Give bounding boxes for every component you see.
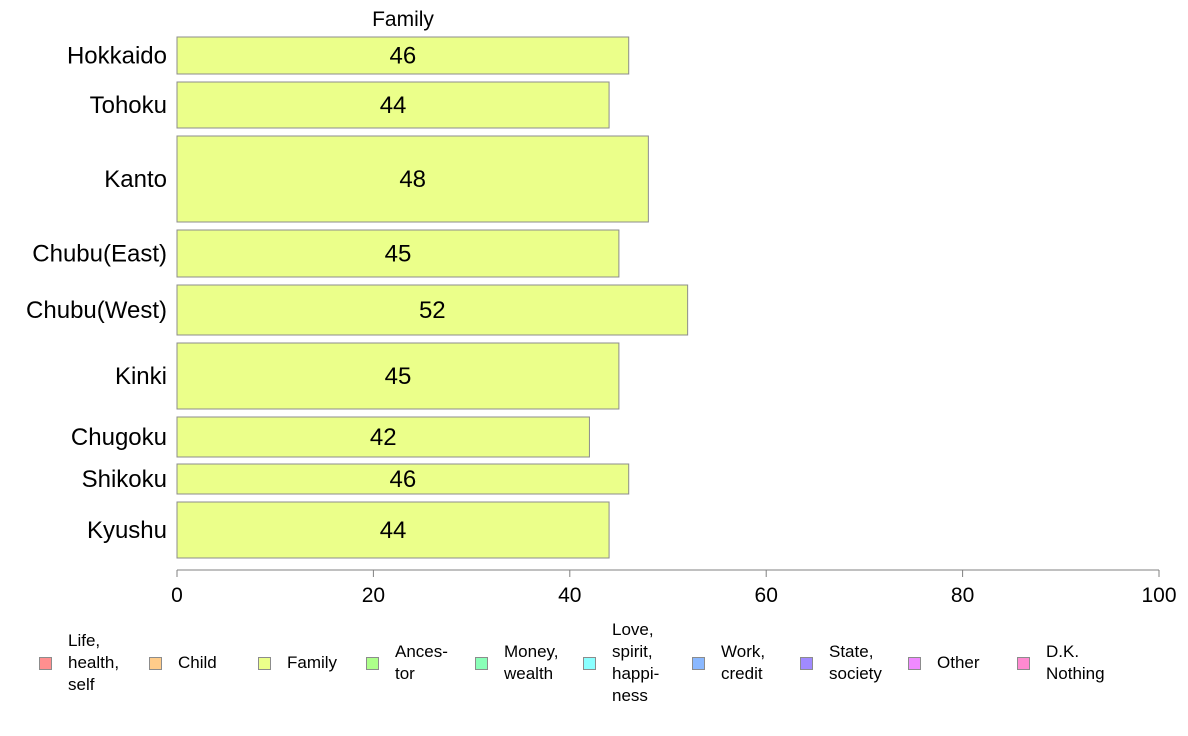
legend-item: Family [258, 618, 337, 708]
bar [176, 229, 620, 278]
bar [176, 342, 620, 410]
legend-label: Life, health, self [68, 631, 120, 694]
bar [176, 463, 630, 495]
category-label: Kinki [115, 363, 167, 390]
x-tick-label: 80 [951, 584, 974, 607]
data-label: 45 [385, 363, 412, 390]
x-tick-label: 100 [1141, 584, 1176, 607]
legend-swatch [149, 656, 162, 670]
legend-item: State, society [800, 618, 882, 708]
legend-swatch [583, 656, 596, 670]
x-tick-label: 0 [171, 584, 183, 607]
data-label: 44 [380, 517, 407, 544]
legend-label: Other [937, 653, 980, 672]
data-label: 44 [380, 92, 407, 119]
bar [176, 135, 649, 223]
data-label: 52 [419, 297, 446, 324]
data-label: 46 [390, 466, 417, 493]
category-label: Chubu(East) [32, 241, 167, 268]
legend-label: Love, spirit, happi- ness [612, 620, 660, 705]
category-label: Chugoku [71, 424, 167, 451]
legend-item: Child [149, 618, 217, 708]
bar-chart: Family Hokkaido 46 Tohoku 44 Kanto 48 Chubu(Ea… [26, 8, 1177, 607]
legend-label: State, society [829, 642, 882, 683]
legend-swatch [258, 656, 271, 670]
legend-label: Family [287, 653, 338, 672]
bar [176, 501, 610, 559]
x-tick-label: 20 [362, 584, 385, 607]
legend-swatch [475, 656, 488, 670]
category-label: Shikoku [82, 466, 167, 493]
legend-swatch [800, 656, 813, 670]
legend-swatch [366, 656, 379, 670]
legend-label: Work, credit [721, 642, 766, 683]
bars-group: Hokkaido 46 Tohoku 44 Kanto 48 Chubu(East) 45 Ch… [26, 36, 689, 559]
category-label: Chubu(West) [26, 297, 167, 324]
category-label: Kanto [104, 166, 167, 193]
x-tick-label: 40 [558, 584, 581, 607]
legend: Life, health, self Child Family Ances- tor M… [0, 618, 1188, 728]
legend-item: Life, health, self [39, 618, 119, 708]
legend-label: Ances- tor [395, 642, 448, 683]
category-label: Tohoku [90, 92, 167, 119]
legend-item: Other [908, 618, 980, 708]
data-label: 42 [370, 424, 397, 451]
legend-item: Love, spirit, happi- ness [583, 618, 659, 708]
legend-item: D.K. Nothing [1017, 618, 1105, 708]
data-label: 48 [399, 166, 426, 193]
legend-label: D.K. Nothing [1046, 642, 1105, 683]
legend-swatch [1017, 656, 1030, 670]
chart-title: Family [372, 8, 434, 31]
legend-item: Ances- tor [366, 618, 448, 708]
legend-item: Money, wealth [475, 618, 559, 708]
category-label: Kyushu [87, 517, 167, 544]
bar [176, 416, 590, 458]
x-axis: 0 20 40 60 80 100 [171, 569, 1177, 607]
bar [176, 284, 689, 336]
legend-label: Money, wealth [504, 642, 559, 683]
legend-swatch [39, 656, 52, 670]
legend-item: Work, credit [692, 618, 765, 708]
bar [176, 36, 630, 75]
legend-label: Child [178, 653, 217, 672]
data-label: 45 [385, 241, 412, 268]
bar [176, 81, 610, 129]
legend-swatch [908, 656, 921, 670]
data-label: 46 [390, 43, 417, 70]
legend-swatch [692, 656, 705, 670]
category-label: Hokkaido [67, 43, 167, 70]
x-tick-label: 60 [755, 584, 778, 607]
